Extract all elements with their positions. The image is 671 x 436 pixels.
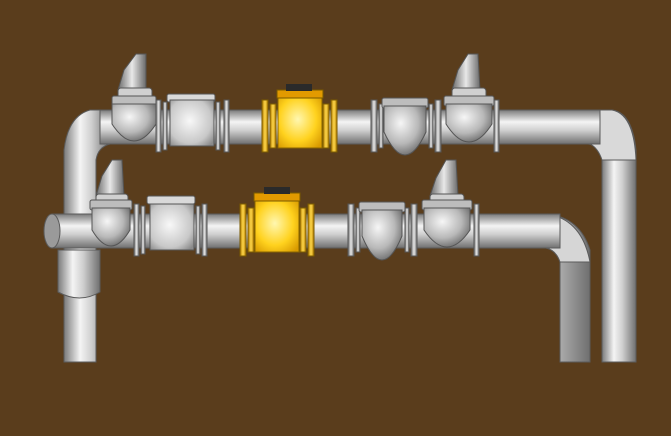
left-riser-sleeve (57, 249, 101, 299)
lower-gas-meter (239, 187, 315, 257)
upper-filter (370, 97, 442, 156)
upper-flanges-b (215, 99, 230, 153)
lower-inlet-pipe-end (43, 213, 61, 249)
lower-pressure-regulator-right (421, 159, 480, 257)
upper-strainer (166, 93, 216, 147)
upper-pressure-regulator-left (111, 53, 157, 142)
lower-strainer (146, 195, 196, 251)
upper-pressure-regulator-right (443, 53, 500, 153)
upper-flanges-a (155, 99, 168, 153)
upper-gas-meter (261, 84, 338, 153)
lower-flanges-b (195, 203, 208, 257)
lower-pressure-regulator-left (89, 159, 133, 247)
upper-riser-pipe (499, 109, 637, 363)
lower-filter (347, 201, 418, 261)
lower-flanges-a (133, 203, 146, 257)
